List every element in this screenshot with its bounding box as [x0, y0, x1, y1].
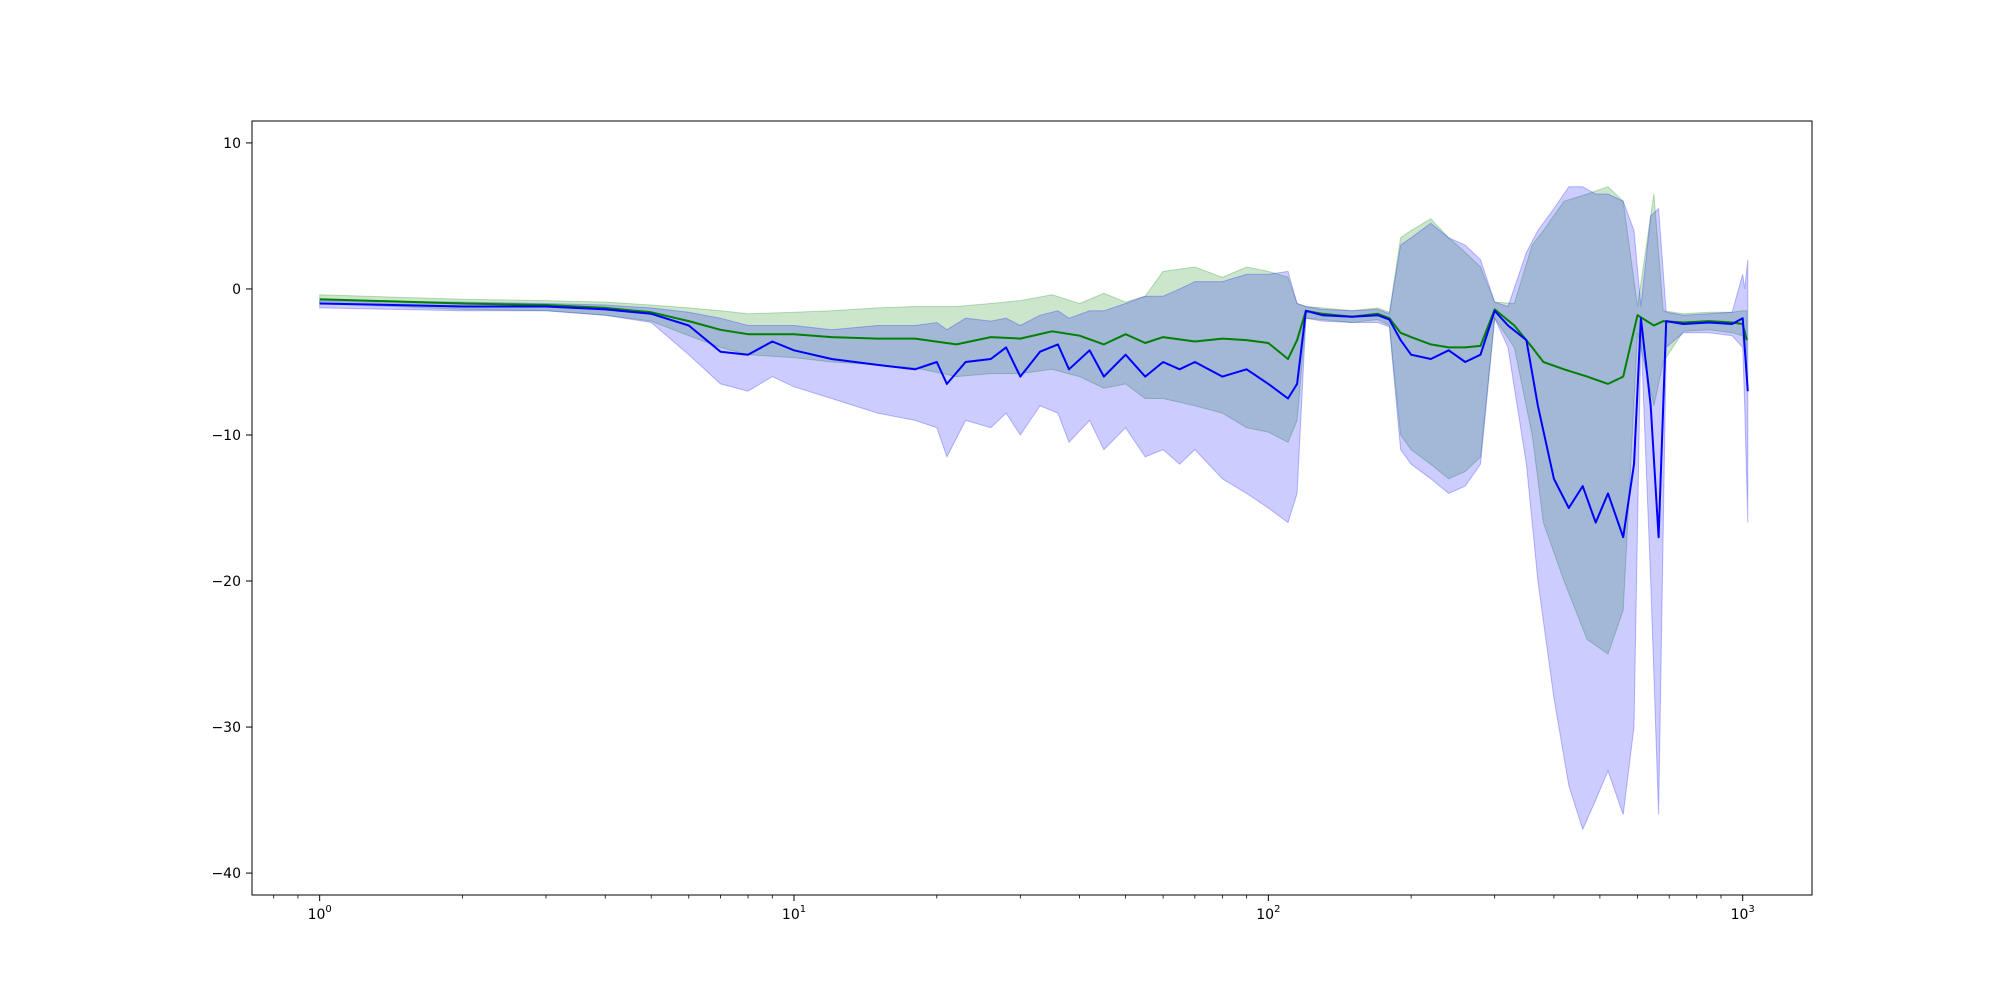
- x-tick-base: 10: [308, 907, 326, 923]
- x-tick-exponent: 2: [1274, 904, 1280, 915]
- x-tick-label: 102: [1256, 904, 1280, 923]
- y-axis: 10 0 −10 −20 −30 −40: [211, 136, 252, 882]
- x-tick-label: 103: [1731, 904, 1755, 923]
- series-1-line: [319, 302, 1749, 539]
- plot-frame: [251, 120, 1813, 896]
- series-lines: [319, 298, 1749, 539]
- confidence-bands: [319, 186, 1749, 831]
- x-tick-base: 10: [782, 907, 800, 923]
- x-tick-base: 10: [1731, 907, 1749, 923]
- y-tick-label: −30: [211, 720, 241, 736]
- x-tick-base: 10: [1256, 907, 1274, 923]
- y-tick-label: 10: [223, 136, 241, 152]
- x-tick-exponent: 3: [1748, 904, 1754, 915]
- x-tick-label: 101: [782, 904, 806, 923]
- x-tick-exponent: 0: [325, 904, 331, 915]
- series-0-line: [319, 298, 1748, 385]
- y-tick-label: −10: [211, 428, 241, 444]
- series-1-band: [319, 186, 1749, 831]
- x-tick-label: 100: [308, 904, 332, 923]
- y-tick-label: −20: [211, 574, 241, 590]
- x-axis: 100 101 102 103: [273, 895, 1755, 923]
- x-tick-exponent: 1: [800, 904, 806, 915]
- y-tick-label: −40: [211, 866, 241, 882]
- y-tick-label: 0: [232, 282, 241, 298]
